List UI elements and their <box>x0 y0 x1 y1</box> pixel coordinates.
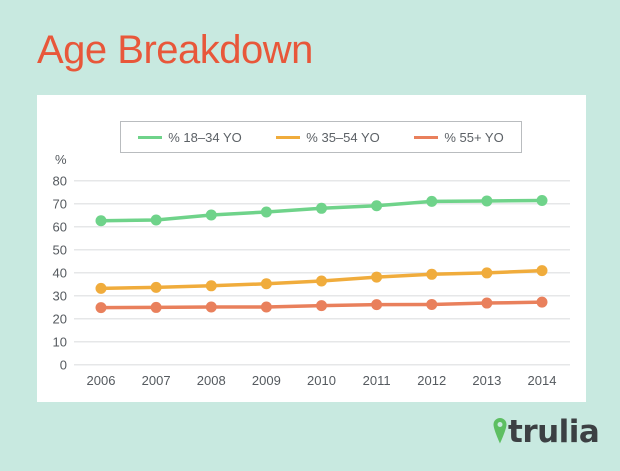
y-tick-label: 60 <box>53 220 67 235</box>
data-point <box>150 214 162 226</box>
x-tick-label: 2010 <box>307 373 336 388</box>
data-point <box>536 265 548 277</box>
trulia-logo: trulia <box>492 414 600 450</box>
data-point <box>426 298 438 310</box>
x-tick-label: 2011 <box>363 373 391 388</box>
data-point <box>481 297 493 309</box>
y-tick-label: 70 <box>53 197 67 212</box>
y-axis-label: % <box>55 152 67 167</box>
data-point <box>536 194 548 206</box>
legend-swatch <box>276 135 301 139</box>
x-tick-label: 2014 <box>528 373 557 388</box>
data-point <box>316 300 327 312</box>
data-point <box>536 296 548 308</box>
y-tick-label: 40 <box>53 266 67 281</box>
data-point <box>150 301 162 313</box>
data-point <box>371 299 383 311</box>
data-point <box>316 275 327 287</box>
data-point <box>95 215 107 227</box>
x-tick-label: 2006 <box>87 373 116 388</box>
y-tick-label: 30 <box>53 289 67 304</box>
data-point <box>205 280 217 292</box>
x-tick-label: 2012 <box>417 373 446 388</box>
page-title: Age Breakdown <box>37 28 313 72</box>
data-point <box>150 281 162 293</box>
y-tick-label: 20 <box>53 312 67 327</box>
chart-legend: % 18–34 YO % 35–54 YO % 55+ YO <box>120 121 522 153</box>
data-point <box>426 268 438 280</box>
legend-item: % 35–54 YO <box>276 129 380 145</box>
data-point <box>95 302 107 314</box>
data-point <box>95 282 107 294</box>
legend-swatch <box>414 135 439 139</box>
data-point <box>371 200 383 212</box>
x-tick-label: 2013 <box>472 373 501 388</box>
legend-label: % 35–54 YO <box>306 129 380 145</box>
data-point <box>316 202 327 214</box>
data-point <box>260 301 272 313</box>
x-tick-label: 2007 <box>142 373 171 388</box>
legend-item: % 18–34 YO <box>138 129 242 145</box>
y-tick-label: 10 <box>53 335 67 350</box>
y-tick-label: 80 <box>53 174 67 189</box>
legend-label: % 18–34 YO <box>168 129 242 145</box>
x-tick-label: 2008 <box>197 373 226 388</box>
legend-swatch <box>138 135 163 139</box>
data-point <box>205 301 217 313</box>
x-tick-label: 2009 <box>252 373 281 388</box>
data-point <box>260 278 272 290</box>
data-point <box>260 206 272 218</box>
chart-panel <box>37 95 586 402</box>
data-point <box>481 267 493 279</box>
data-point <box>205 209 217 221</box>
map-pin-icon <box>493 418 507 444</box>
y-tick-label: 0 <box>60 358 67 373</box>
legend-label: % 55+ YO <box>444 129 504 145</box>
data-point <box>371 271 383 283</box>
legend-item: % 55+ YO <box>414 129 504 145</box>
y-tick-label: 50 <box>53 243 67 258</box>
logo-text: trulia <box>508 414 600 450</box>
data-point <box>481 195 493 207</box>
data-point <box>426 195 438 207</box>
